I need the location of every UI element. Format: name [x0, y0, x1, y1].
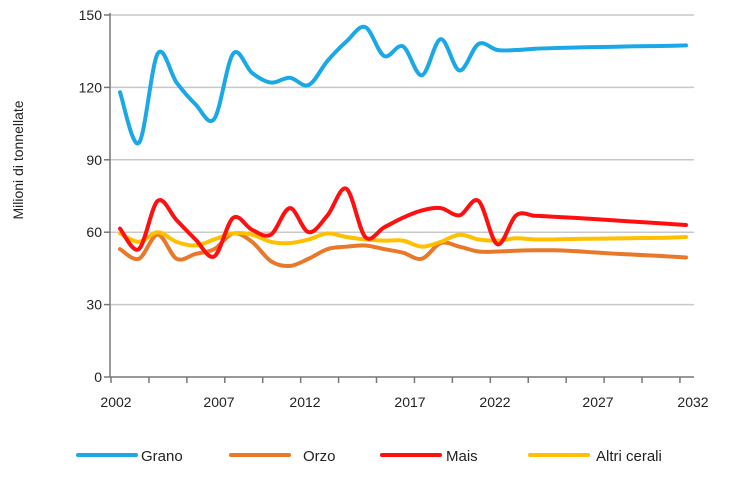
x-tick-label: 2007 [203, 394, 234, 410]
x-tick-label: 2012 [289, 394, 320, 410]
x-tick-label: 2017 [394, 394, 425, 410]
legend-label: Grano [141, 448, 183, 465]
legend: Grano Orzo Mais Altri cerali [76, 448, 662, 465]
y-tick-label: 120 [79, 79, 103, 95]
legend-item: Altri cerali [528, 448, 662, 465]
legend-item: Mais [380, 448, 478, 465]
series-line-grano [118, 24, 688, 146]
y-tick-label: 60 [86, 224, 102, 240]
legend-item: Orzo [229, 448, 336, 465]
y-tick-label: 90 [86, 152, 102, 168]
y-tick-label: 150 [79, 7, 103, 23]
y-axis-label: Milioni di tonnellate [10, 100, 26, 219]
legend-label: Mais [446, 448, 478, 465]
x-tick-label: 2032 [677, 394, 708, 410]
y-tick-label: 30 [86, 297, 102, 313]
axes: 0 30 60 90 120 150 2002 2007 2012 2017 2022 2027 203… [79, 7, 709, 410]
y-tick-label: 0 [94, 369, 102, 385]
series-line-orzo [118, 231, 688, 269]
x-tick-label: 2022 [479, 394, 510, 410]
legend-label: Orzo [303, 448, 336, 465]
series-line-altri-cerali [118, 230, 688, 249]
series-line-mais [118, 186, 688, 259]
legend-label: Altri cerali [596, 448, 662, 465]
series-lines [118, 24, 688, 269]
gridlines [110, 14, 694, 306]
x-tick-label: 2002 [100, 394, 131, 410]
x-tick-label: 2027 [582, 394, 613, 410]
legend-item: Grano [76, 448, 183, 465]
